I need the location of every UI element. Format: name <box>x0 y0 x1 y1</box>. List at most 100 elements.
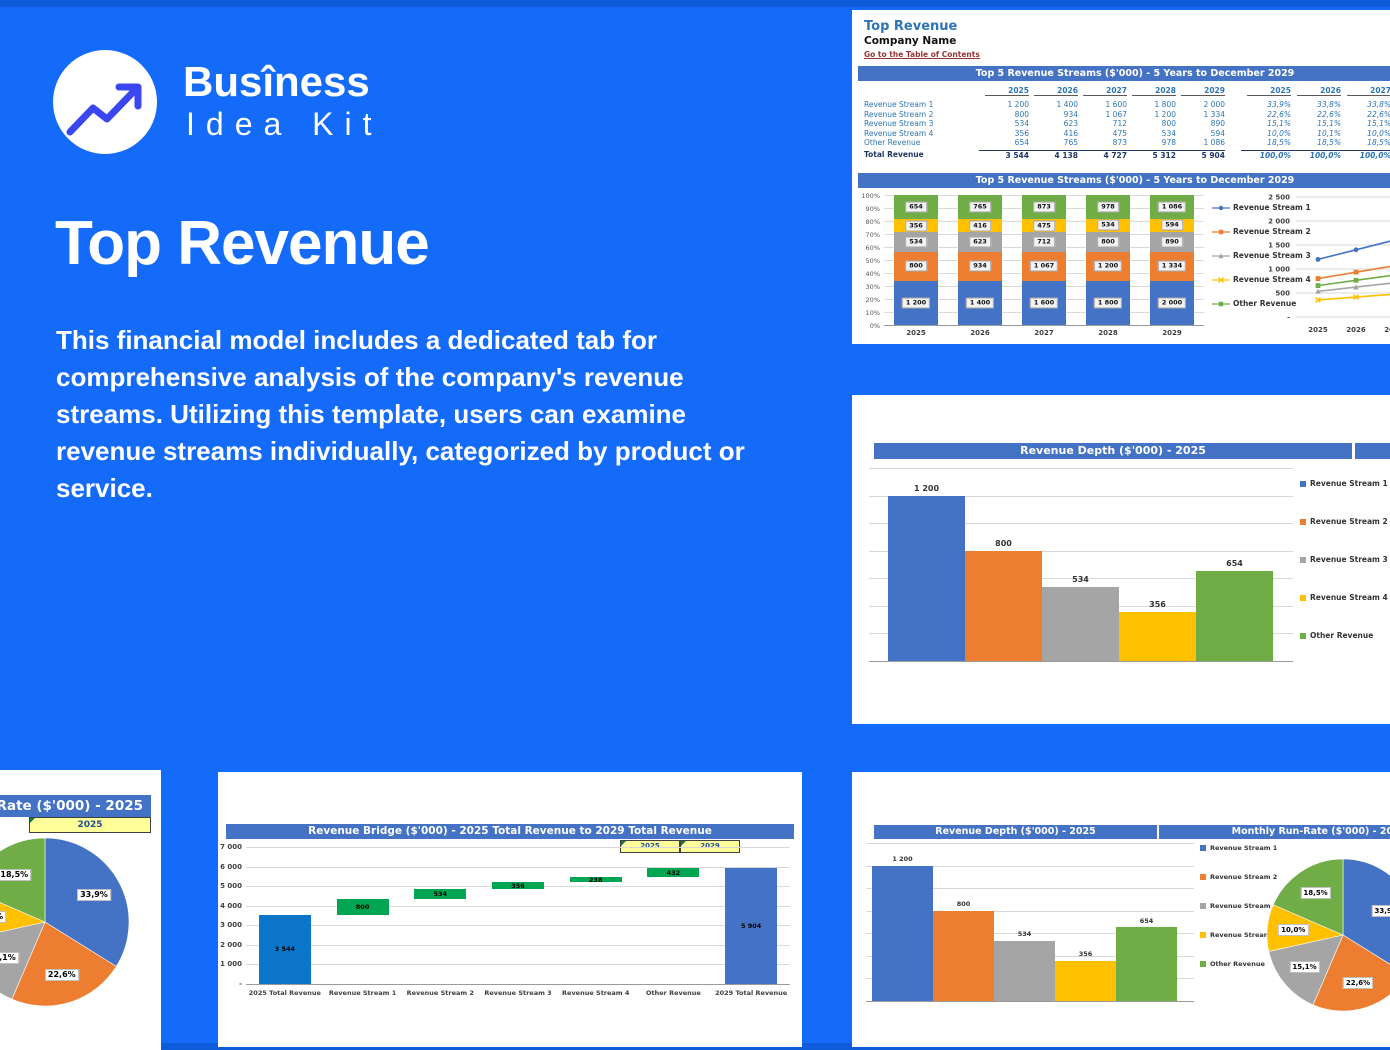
axis-category-label: Revenue Stream 1 <box>328 989 397 997</box>
total-value: 5 312 <box>1126 149 1176 160</box>
axis-category-label: Revenue Stream 3 <box>484 989 552 997</box>
revenue-table: 202520262027202820292025202620272028Reve… <box>852 84 1390 172</box>
pie-slice-label: 10,0% <box>1278 924 1309 937</box>
year-header: 2028 <box>1132 86 1176 96</box>
svg-text:2027: 2027 <box>1384 326 1390 334</box>
bar-segment-label: 1 334 <box>1157 260 1187 272</box>
cell-pct: 15,1% <box>1317 119 1341 128</box>
cell-value: 800 <box>1161 119 1176 128</box>
toc-link[interactable]: Go to the Table of Contents <box>864 50 980 59</box>
gridline <box>869 468 1293 469</box>
legend-swatch-icon <box>1200 932 1206 938</box>
excel-screenshot-depth-runrate: Revenue Depth ($'000) - 2025 Monthly Run… <box>852 772 1390 1047</box>
pie-slice-label: 15,1% <box>1289 960 1320 973</box>
bar-segment-label: 1 600 <box>1029 297 1059 309</box>
axis-tick-label: 20% <box>865 295 880 304</box>
pie-slice-label: 18,5% <box>0 869 32 882</box>
total-pct: 100,0% <box>1291 149 1341 160</box>
row-label: Revenue Stream 4 <box>864 128 934 138</box>
waterfall-bar <box>647 868 700 877</box>
legend-item: Other Revenue <box>1200 960 1265 968</box>
legend-item: Revenue Stream 2 <box>1200 873 1277 881</box>
gridline <box>246 944 790 946</box>
brand-logo <box>53 50 157 154</box>
svg-text:1 000: 1 000 <box>1268 266 1290 274</box>
cell-pct: 22,6% <box>1267 109 1291 119</box>
waterfall-chart: - 1 000 2 000 3 000 4 000 5 000 6 000 7 000 3 54… <box>218 772 802 1047</box>
trend-arrow-icon <box>53 50 157 154</box>
total-value: 4 727 <box>1077 149 1127 160</box>
depth-bar <box>965 550 1042 661</box>
cell-pct: 18,5% <box>1367 138 1390 147</box>
depth-bar <box>994 940 1055 1001</box>
chart-section-header: Top 5 Revenue Streams ($'000) - 5 Years … <box>858 173 1390 188</box>
pie-chart-svg <box>0 837 130 1007</box>
waterfall-bar <box>258 914 311 984</box>
axis-tick-label: 10% <box>865 308 880 317</box>
depth-bar-value: 800 <box>995 538 1012 548</box>
axis-baseline <box>884 325 1204 326</box>
year-header: 2026 <box>1034 86 1078 96</box>
legend-item: Revenue Stream 2 <box>1212 227 1311 236</box>
row-label: Revenue Stream 1 <box>864 100 934 109</box>
legend-swatch-icon <box>1200 874 1206 880</box>
waterfall-bar-value: 5 904 <box>740 922 762 931</box>
depth-bar-value: 534 <box>1072 575 1089 585</box>
cell-pct: 15,1% <box>1267 119 1291 128</box>
cell-value: 534 <box>1161 128 1176 138</box>
cell-value: 1 800 <box>1154 100 1176 109</box>
page-description: This financial model includes a dedicate… <box>56 325 745 503</box>
cell-pct: 10,1% <box>1317 128 1341 138</box>
bar-segment-label: 712 <box>1033 236 1055 248</box>
excel-screenshot-top-revenue: Top Revenue Company Name Go to the Table… <box>852 10 1390 344</box>
axis-tick-label: 0% <box>869 321 880 330</box>
bridge-year-cell-start[interactable]: 2025 <box>620 840 680 853</box>
total-label: Total Revenue <box>864 149 924 159</box>
axis-tick-label: 2 000 <box>220 940 242 949</box>
cell-value: 890 <box>1210 119 1225 128</box>
pie-slice-label: 18,5% <box>1300 887 1331 900</box>
legend-item: Revenue Stream 4 <box>1300 593 1388 602</box>
bar-segment-label: 934 <box>969 260 991 272</box>
depth-bar <box>1196 570 1273 661</box>
bar-segment-label: 765 <box>969 201 991 213</box>
pct-year-header: 2027 <box>1347 86 1390 96</box>
axis-tick-label: 60% <box>865 243 880 252</box>
year-dropdown-cell[interactable]: 2025 <box>29 817 151 833</box>
bar-segment-label: 1 800 <box>1093 297 1123 309</box>
legend-swatch-icon <box>1300 595 1306 601</box>
gridline <box>246 984 790 985</box>
pie-slice-label: 22,6% <box>1342 976 1374 989</box>
waterfall-bar-value: 800 <box>355 902 370 911</box>
axis-category-label: 2025 <box>906 329 926 337</box>
bar-segment-label: 475 <box>1033 220 1055 232</box>
legend-line-marker-icon <box>1212 205 1230 211</box>
depth-bar-value: 654 <box>1226 558 1243 568</box>
legend-line-marker-icon <box>1212 277 1230 283</box>
cell-value: 1 334 <box>1203 109 1225 119</box>
depth-bar <box>1119 611 1196 661</box>
legend-swatch-icon <box>1200 961 1206 967</box>
cell-value: 356 <box>1014 128 1029 138</box>
cell-pct: 22,6% <box>1367 109 1390 119</box>
gridline <box>869 661 1293 662</box>
axis-tick-label: 70% <box>865 230 880 239</box>
legend-item: Revenue Stream 1 <box>1300 479 1388 488</box>
bridge-year-cell-end[interactable]: 2029 <box>680 840 740 853</box>
axis-tick-label: 7 000 <box>220 843 242 851</box>
pie-slice-label: 15,1% <box>0 951 19 964</box>
gridline <box>869 495 1293 497</box>
pie-slice-label: 22,6% <box>44 969 79 982</box>
line-chart-legend: Revenue Stream 1 Revenue Stream 2 Revenue … <box>1212 203 1311 333</box>
brand-name: Busîness <box>183 58 370 105</box>
year-header: 2027 <box>1083 86 1127 96</box>
legend-item: Revenue Stream 4 <box>1200 931 1277 939</box>
depth-bar-value: 654 <box>1139 916 1154 925</box>
bar-segment-label: 2 000 <box>1157 297 1187 309</box>
legend-item: Other Revenue <box>1212 299 1296 308</box>
sheet-title: Top Revenue <box>864 19 958 34</box>
bridge-header: Revenue Bridge ($'000) - 2025 Total Reve… <box>226 824 794 839</box>
svg-text:-: - <box>1287 314 1290 322</box>
axis-category-label: Revenue Stream 4 <box>562 989 630 997</box>
